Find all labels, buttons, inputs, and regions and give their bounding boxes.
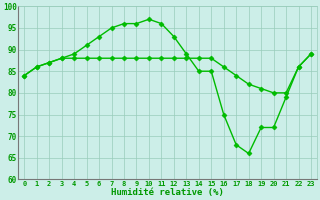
X-axis label: Humidité relative (%): Humidité relative (%) [111,188,224,197]
